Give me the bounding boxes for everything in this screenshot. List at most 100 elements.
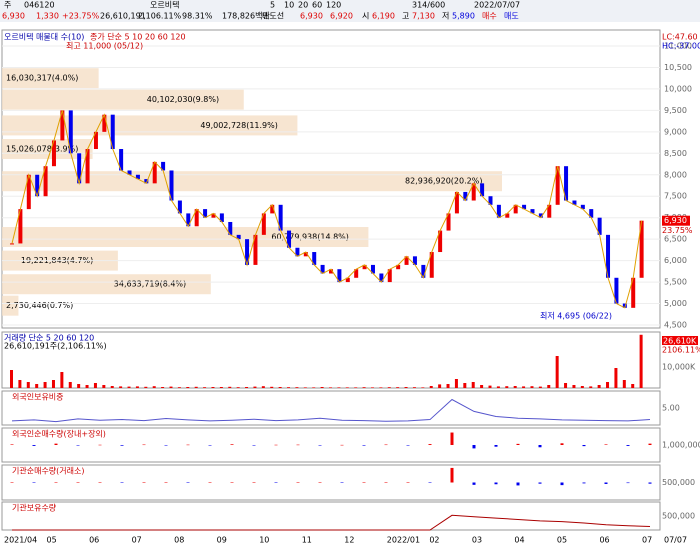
candle (85, 149, 90, 184)
sub-bar (98, 482, 102, 483)
candle (580, 204, 585, 210)
candle (278, 204, 283, 231)
candle (362, 264, 367, 270)
interval-button[interactable]: 60 (312, 1, 322, 10)
volume-bar (35, 384, 39, 388)
interval-button[interactable]: 10 (284, 1, 294, 10)
label: 고 (402, 12, 409, 21)
sub-bar (560, 482, 564, 486)
date-input[interactable]: 2022/07/07 (474, 1, 520, 10)
volume-bar (496, 386, 500, 388)
volume-bar (10, 370, 13, 388)
stock-code[interactable]: 046120 (24, 1, 55, 10)
sub-bar (186, 444, 190, 446)
y-tick-label: 8,500 (664, 149, 687, 158)
candle (253, 234, 258, 265)
volume-bar (454, 379, 458, 388)
candle (555, 166, 560, 205)
panel-title: 기관순매수량(거래소) (12, 466, 84, 476)
label: 314/600 (412, 1, 445, 10)
sub-bar (648, 443, 652, 445)
y-tick-label: 6,500 (664, 235, 687, 244)
volume-bar (303, 387, 307, 388)
candle (631, 277, 636, 308)
candle (26, 174, 31, 210)
sub-panel (1, 390, 661, 426)
sub-bar (428, 482, 432, 483)
sub-bar (208, 482, 212, 483)
sub-bar (54, 443, 58, 445)
sub-bar (296, 482, 300, 483)
candle (93, 131, 98, 150)
candle (471, 183, 476, 201)
volume-bar (177, 387, 181, 388)
x-tick-label: 11 (302, 536, 312, 545)
x-tick-label: 06 (89, 536, 99, 545)
profile-label: 16,030,317(4.0%) (6, 74, 78, 83)
sub-bar (472, 445, 476, 449)
volume-bar (522, 386, 526, 388)
volume-bar (110, 386, 114, 388)
interval-button[interactable]: 120 (326, 1, 341, 10)
candle (396, 264, 401, 270)
volume-bar (412, 387, 416, 388)
sub-bar (626, 445, 630, 446)
sub-bar (472, 482, 476, 485)
volume-bar (396, 387, 400, 388)
sub-line (12, 514, 651, 531)
sub-bar (120, 445, 124, 446)
x-tick-label: 05 (47, 536, 57, 545)
volume-bar (572, 385, 576, 388)
sub-bar (76, 482, 80, 483)
y-tick-label: 9,500 (664, 106, 687, 115)
volume-bar (295, 387, 299, 388)
y-tick-label: 8,000 (664, 170, 687, 179)
volume-profile-bar (2, 68, 99, 89)
volume-bar (639, 334, 643, 388)
sub-bar (384, 444, 388, 446)
candle (186, 213, 191, 227)
volume-bar (421, 387, 425, 388)
sub-bar (318, 445, 322, 446)
sub-bar (252, 445, 256, 446)
label: HC:-37.00 (662, 42, 700, 51)
volume-bar (480, 385, 484, 388)
y-tick-label: 6,000 (664, 256, 687, 265)
profile-label: 40,102,030(9.8%) (147, 95, 219, 104)
volume-bar (253, 386, 257, 388)
candle (211, 213, 216, 218)
candle (446, 213, 451, 231)
sell-button[interactable]: 매도 (504, 12, 519, 21)
volume-bar (127, 386, 131, 388)
y-tick-label: 7,500 (664, 192, 687, 201)
sub-bar (186, 482, 190, 483)
volume-bar (429, 386, 433, 388)
sub-bar (274, 482, 278, 483)
volume-bar (186, 387, 190, 388)
buy-button[interactable]: 매수 (482, 12, 497, 21)
label[interactable]: 주 (4, 1, 11, 10)
interval-button[interactable]: 20 (298, 1, 308, 10)
sub-bar (164, 482, 168, 483)
candle (102, 114, 107, 132)
panel-title: 외국인보유비중 (12, 392, 64, 402)
volume-bar (152, 386, 156, 388)
candle (329, 269, 333, 274)
candle (606, 234, 611, 278)
candle (345, 277, 350, 283)
volume-bar (606, 382, 610, 388)
candle (135, 174, 140, 180)
volume-bar (337, 387, 341, 388)
label: 500,000 (662, 478, 695, 487)
candle (354, 269, 359, 278)
candle (261, 213, 266, 235)
sub-panel (1, 427, 661, 463)
interval-button[interactable]: 5 (270, 1, 275, 10)
sub-bar (516, 443, 520, 445)
label: 매도선 (262, 12, 284, 21)
sub-bar (538, 445, 542, 448)
volume-profile-bar (2, 89, 244, 110)
sub-bar (384, 482, 388, 483)
sub-bar (604, 444, 608, 445)
